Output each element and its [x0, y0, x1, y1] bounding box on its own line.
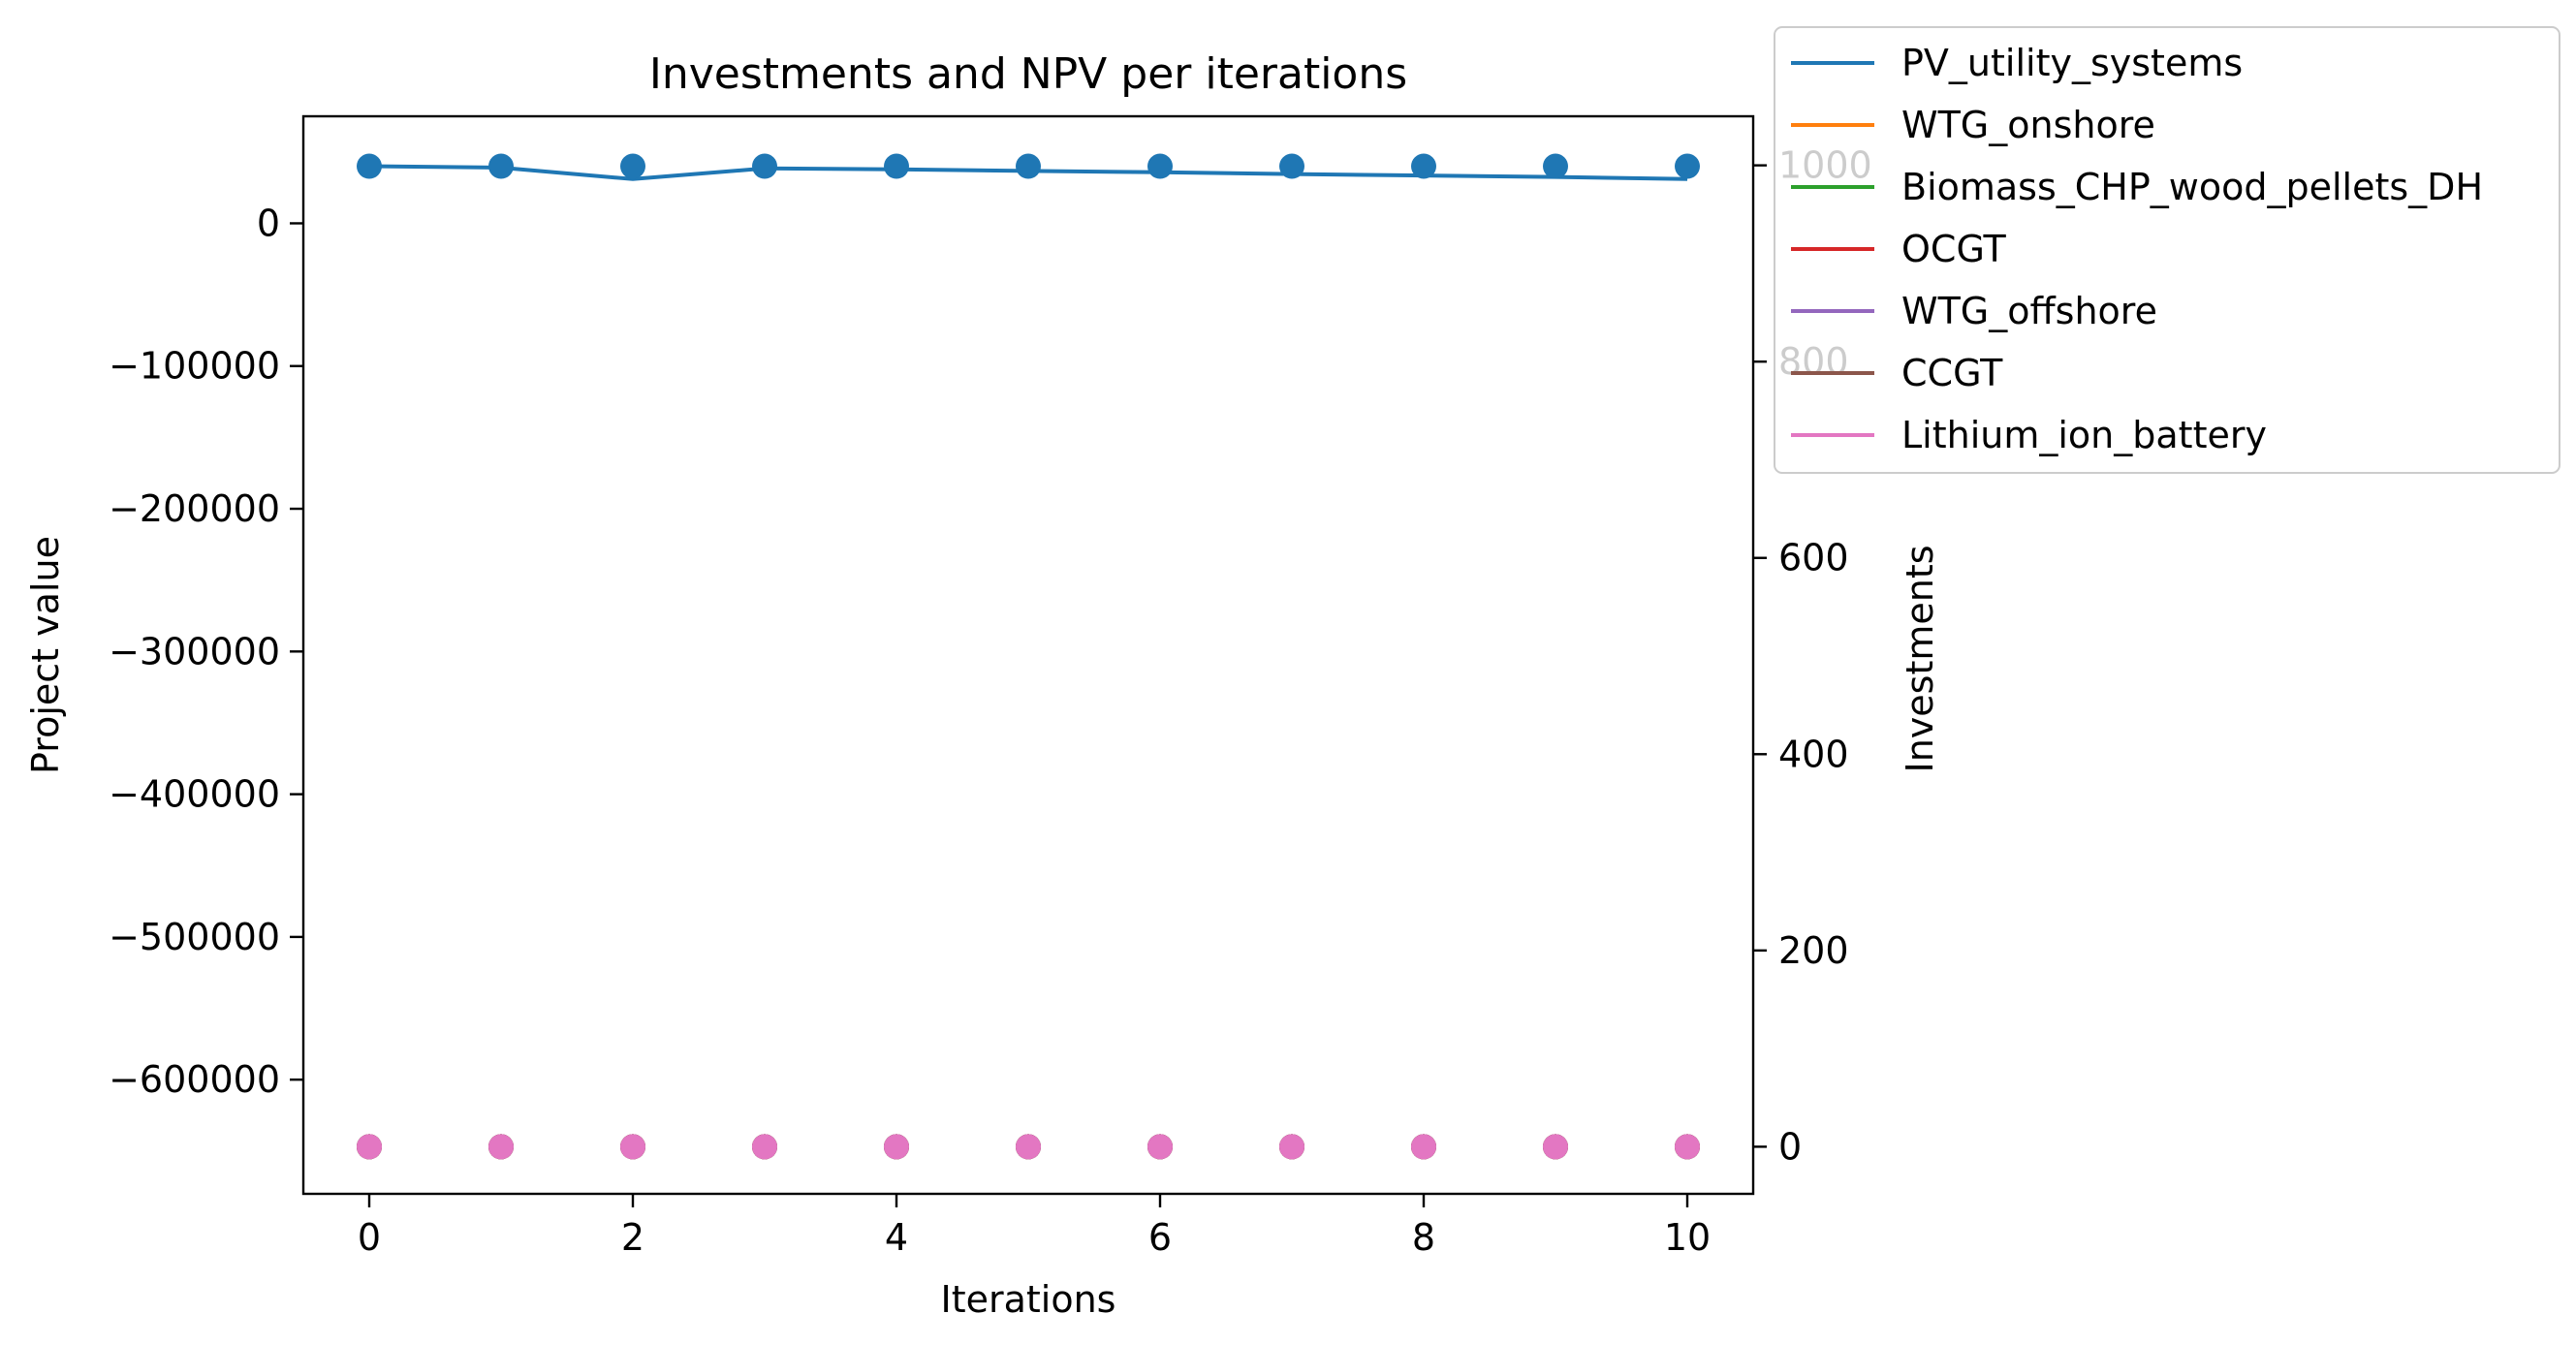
npv-point	[1016, 153, 1041, 179]
legend-label: WTG_onshore	[1901, 104, 2155, 146]
left-y-tick-label: −300000	[109, 630, 280, 672]
left-y-axis: 0 −100000 −200000 −300000 −400000 −500000 −600…	[109, 202, 303, 1101]
chart-title: Investments and NPV per iterations	[649, 49, 1407, 99]
right-y-tick-label: 600	[1778, 537, 1849, 579]
left-y-tick-label: 0	[257, 202, 280, 244]
legend: PV_utility_systems WTG_onshore Biomass_CHP…	[1774, 26, 2560, 474]
investment-point-lithium-ion-battery	[1016, 1134, 1041, 1160]
npv-point	[357, 153, 382, 179]
x-tick-label: 8	[1412, 1216, 1435, 1259]
investment-point-lithium-ion-battery	[1543, 1134, 1568, 1160]
left-y-tick-label: −600000	[109, 1058, 280, 1101]
legend-items: PV_utility_systems WTG_onshore Biomass_CHP…	[1791, 42, 2483, 456]
investment-point-lithium-ion-battery	[1675, 1134, 1700, 1160]
x-tick-label: 6	[1148, 1216, 1172, 1259]
right-y-tick-label: 400	[1778, 733, 1849, 775]
investment-point-lithium-ion-battery	[1411, 1134, 1436, 1160]
legend-label: PV_utility_systems	[1901, 42, 2243, 84]
left-y-tick-label: −200000	[109, 487, 280, 530]
legend-label: Biomass_CHP_wood_pellets_DH	[1901, 166, 2483, 208]
investment-point-lithium-ion-battery	[357, 1134, 382, 1160]
npv-point	[620, 153, 645, 179]
investment-point-lithium-ion-battery	[488, 1134, 514, 1160]
npv-point	[1147, 153, 1173, 179]
investment-point-lithium-ion-battery	[1279, 1134, 1304, 1160]
investment-point-lithium-ion-battery	[620, 1134, 645, 1160]
x-tick-label: 2	[621, 1216, 644, 1259]
x-axis-label: Iterations	[941, 1278, 1116, 1321]
npv-point	[752, 153, 777, 179]
x-tick-label: 4	[885, 1216, 908, 1259]
legend-label: Lithium_ion_battery	[1901, 414, 2267, 456]
right-y-axis-label: Investments	[1899, 545, 1941, 772]
legend-label: CCGT	[1901, 352, 2003, 394]
investment-point-lithium-ion-battery	[752, 1134, 777, 1160]
left-y-tick-label: −100000	[109, 345, 280, 388]
legend-label: WTG_offshore	[1901, 290, 2157, 332]
left-y-axis-label: Project value	[24, 536, 67, 774]
npv-point	[488, 153, 514, 179]
plot-area	[357, 153, 1700, 1160]
npv-point	[884, 153, 909, 179]
investment-point-lithium-ion-battery	[1147, 1134, 1173, 1160]
investment-point-lithium-ion-battery	[884, 1134, 909, 1160]
legend-box	[1774, 26, 2560, 474]
right-y-tick-label: 0	[1778, 1125, 1802, 1168]
axes-frame	[301, 114, 1755, 1196]
npv-point	[1675, 153, 1700, 179]
npv-point	[1411, 153, 1436, 179]
npv-point	[1279, 153, 1304, 179]
left-y-tick-label: −500000	[109, 916, 280, 958]
x-axis: 0 2 4 6 8 10	[358, 1194, 1711, 1259]
right-y-tick-label: 200	[1778, 929, 1849, 972]
legend-label: OCGT	[1901, 228, 2007, 270]
npv-point	[1543, 153, 1568, 179]
left-y-tick-label: −400000	[109, 773, 280, 816]
x-tick-label: 0	[358, 1216, 381, 1259]
x-tick-label: 10	[1664, 1216, 1711, 1259]
